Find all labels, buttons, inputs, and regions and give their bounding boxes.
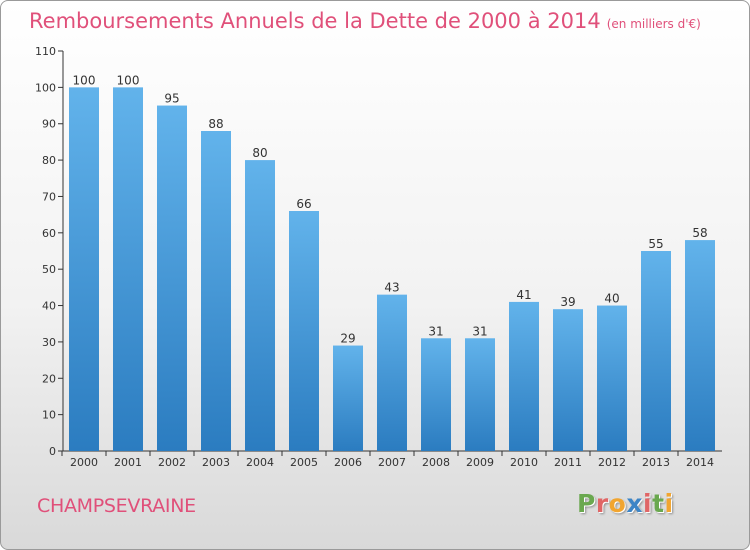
y-tick-label: 70 — [42, 190, 56, 203]
y-tick-label: 100 — [35, 81, 56, 94]
x-tick-label: 2003 — [202, 456, 230, 469]
x-tick-label: 2008 — [422, 456, 450, 469]
bar — [685, 240, 715, 451]
bar — [245, 160, 275, 451]
x-tick-label: 2002 — [158, 456, 186, 469]
data-label: 66 — [296, 197, 311, 211]
data-label: 31 — [472, 324, 487, 338]
data-label: 41 — [516, 288, 531, 302]
data-label: 55 — [648, 237, 663, 251]
data-label: 39 — [560, 295, 575, 309]
data-label: 100 — [73, 73, 96, 87]
bar — [113, 87, 143, 451]
bar — [69, 87, 99, 451]
x-tick-label: 2006 — [334, 456, 362, 469]
logo-letter: o — [608, 489, 627, 518]
x-axis: 2000 2001 2002 2003 2004 2005 2006 2007 2008 2009… — [61, 450, 722, 469]
bars: 100 100 95 88 80 66 29 43 31 31 41 39 40 55 58 — [69, 73, 715, 451]
chart-title: Remboursements Annuels de la Dette de 20… — [29, 9, 701, 33]
y-tick-label: 60 — [42, 227, 56, 240]
x-tick-label: 2000 — [70, 456, 98, 469]
bar — [157, 105, 187, 451]
proxiti-logo: Proxiti — [577, 489, 674, 518]
x-tick-label: 2009 — [466, 456, 494, 469]
bar — [421, 338, 451, 451]
logo-letter: x — [626, 489, 643, 518]
town-name: CHAMPSEVRAINE — [37, 495, 196, 517]
y-axis: 0 10 20 30 40 50 60 70 80 90 100 110 — [35, 45, 64, 458]
x-tick-label: 2004 — [246, 456, 274, 469]
logo-letter: i — [664, 489, 674, 518]
logo-letter: r — [595, 489, 609, 518]
data-label: 43 — [384, 281, 399, 295]
data-label: 95 — [164, 92, 179, 106]
data-label: 29 — [340, 332, 355, 346]
y-tick-label: 0 — [49, 445, 56, 458]
x-tick-label: 2011 — [554, 456, 582, 469]
y-tick-label: 40 — [42, 300, 56, 313]
unit-label: (en milliers d'€) — [606, 17, 701, 31]
data-label: 100 — [117, 73, 140, 87]
x-tick-label: 2013 — [642, 456, 670, 469]
bar — [289, 211, 319, 451]
bar — [333, 345, 363, 451]
bar — [465, 338, 495, 451]
logo-letter: P — [577, 489, 596, 518]
data-label: 40 — [604, 292, 619, 306]
x-tick-label: 2012 — [598, 456, 626, 469]
bar — [553, 309, 583, 451]
bar — [641, 251, 671, 451]
y-tick-label: 30 — [42, 336, 56, 349]
data-label: 80 — [252, 146, 267, 160]
bar — [201, 131, 231, 451]
bar — [509, 301, 539, 451]
y-tick-label: 110 — [35, 45, 56, 58]
y-tick-label: 50 — [42, 263, 56, 276]
data-label: 58 — [692, 226, 707, 240]
data-label: 88 — [208, 117, 223, 131]
y-tick-label: 10 — [42, 409, 56, 422]
logo-letter: i — [643, 489, 653, 518]
x-tick-label: 2010 — [510, 456, 538, 469]
x-tick-label: 2001 — [114, 456, 142, 469]
data-label: 31 — [428, 324, 443, 338]
y-tick-label: 20 — [42, 372, 56, 385]
y-tick-label: 80 — [42, 154, 56, 167]
x-tick-label: 2007 — [378, 456, 406, 469]
logo-letter: t — [652, 489, 665, 518]
x-tick-label: 2014 — [686, 456, 714, 469]
bar — [597, 305, 627, 451]
y-tick-label: 90 — [42, 118, 56, 131]
bar — [377, 294, 407, 451]
x-tick-label: 2005 — [290, 456, 318, 469]
